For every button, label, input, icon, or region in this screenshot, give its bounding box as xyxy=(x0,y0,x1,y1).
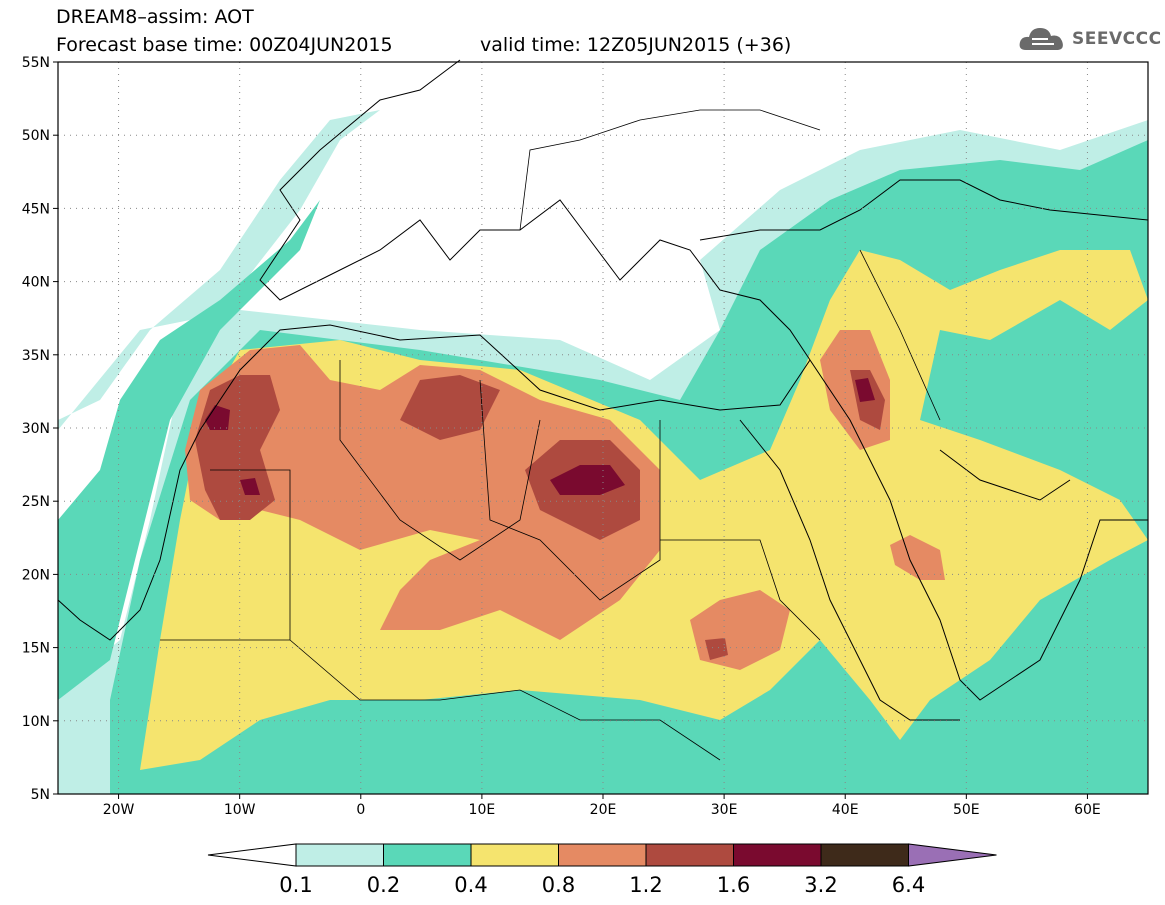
lat-label: 30N xyxy=(22,421,50,437)
map-title: DREAM8–assim: AOT xyxy=(56,6,254,28)
lat-label: 25N xyxy=(22,494,50,510)
lon-label: 20W xyxy=(103,802,135,818)
colorbar-label: 6.4 xyxy=(892,873,925,897)
colorbar-label: 0.1 xyxy=(279,873,312,897)
brand-name: SEEVCCC xyxy=(1072,29,1162,49)
lon-label: 60E xyxy=(1074,802,1101,818)
lon-label: 0 xyxy=(356,802,365,818)
colorbar-swatch xyxy=(470,843,559,867)
lat-label: 5N xyxy=(31,787,50,803)
lat-label: 20N xyxy=(22,567,50,583)
colorbar-swatch xyxy=(733,843,822,867)
lat-label: 45N xyxy=(22,201,50,217)
colorbar-swatch xyxy=(558,843,647,867)
lat-label: 55N xyxy=(22,55,50,71)
colorbar-over-arrow xyxy=(908,843,997,867)
aot-band-1-2 xyxy=(195,370,885,660)
lat-label: 15N xyxy=(22,641,50,657)
colorbar-swatch xyxy=(820,843,909,867)
lon-label: 10W xyxy=(224,802,256,818)
lat-label: 40N xyxy=(22,275,50,291)
lat-label: 35N xyxy=(22,348,50,364)
graticule xyxy=(58,62,1148,794)
colorbar-label: 0.4 xyxy=(454,873,487,897)
colorbar-label: 0.8 xyxy=(542,873,575,897)
colorbar-swatch xyxy=(645,843,734,867)
lon-label: 10E xyxy=(469,802,496,818)
latitude-labels: 55N 50N 45N 40N 35N 30N 25N 20N 15N 10N 5N xyxy=(22,55,58,803)
colorbar-label: 1.6 xyxy=(717,873,750,897)
colorbar-label: 0.2 xyxy=(367,873,400,897)
cloud-logo-icon xyxy=(1019,28,1063,50)
brand-logo: SEEVCCC xyxy=(1018,22,1161,56)
valid-time: valid time: 12Z05JUN2015 (+36) xyxy=(480,34,792,56)
colorbar-swatch xyxy=(383,843,472,867)
lon-label: 20E xyxy=(590,802,617,818)
colorbar-under-arrow xyxy=(207,843,297,867)
longitude-labels: 20W 10W 0 10E 20E 30E 40E 50E 60E xyxy=(103,794,1101,818)
colorbar-label: 3.2 xyxy=(804,873,837,897)
colorbar-label: 1.2 xyxy=(629,873,662,897)
lat-label: 10N xyxy=(22,714,50,730)
coastlines xyxy=(57,59,1149,721)
forecast-base-time: Forecast base time: 00Z04JUN2015 xyxy=(56,34,393,56)
country-borders xyxy=(160,109,941,761)
lon-label: 50E xyxy=(953,802,980,818)
colorbar-swatch xyxy=(295,843,384,867)
lat-label: 50N xyxy=(22,128,50,144)
lon-label: 30E xyxy=(711,802,738,818)
lon-label: 40E xyxy=(832,802,859,818)
